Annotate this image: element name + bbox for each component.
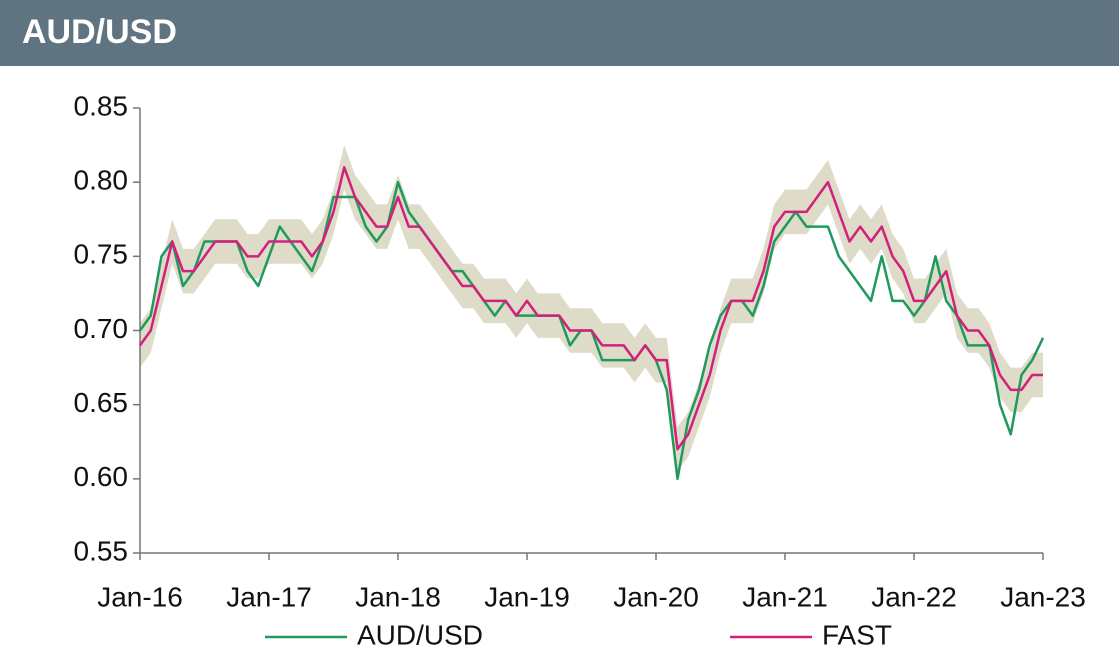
legend-label: FAST (822, 619, 892, 650)
x-tick-label: Jan-20 (613, 581, 699, 612)
x-tick-label: Jan-16 (97, 581, 183, 612)
y-tick-label: 0.60 (74, 461, 129, 492)
x-tick-label: Jan-19 (484, 581, 570, 612)
y-tick-label: 0.55 (74, 535, 129, 566)
y-tick-label: 0.80 (74, 165, 129, 196)
y-tick-label: 0.75 (74, 239, 129, 270)
y-tick-label: 0.65 (74, 387, 129, 418)
y-tick-label: 0.85 (74, 90, 129, 121)
x-tick-label: Jan-23 (1000, 581, 1086, 612)
x-tick-label: Jan-17 (226, 581, 312, 612)
legend-label: AUD/USD (357, 619, 483, 650)
x-tick-label: Jan-21 (742, 581, 828, 612)
x-tick-label: Jan-18 (355, 581, 441, 612)
y-tick-label: 0.70 (74, 313, 129, 344)
chart-title: AUD/USD (22, 13, 177, 51)
x-tick-label: Jan-22 (871, 581, 957, 612)
header-bar (0, 0, 1119, 66)
series-line (138, 166, 1043, 451)
